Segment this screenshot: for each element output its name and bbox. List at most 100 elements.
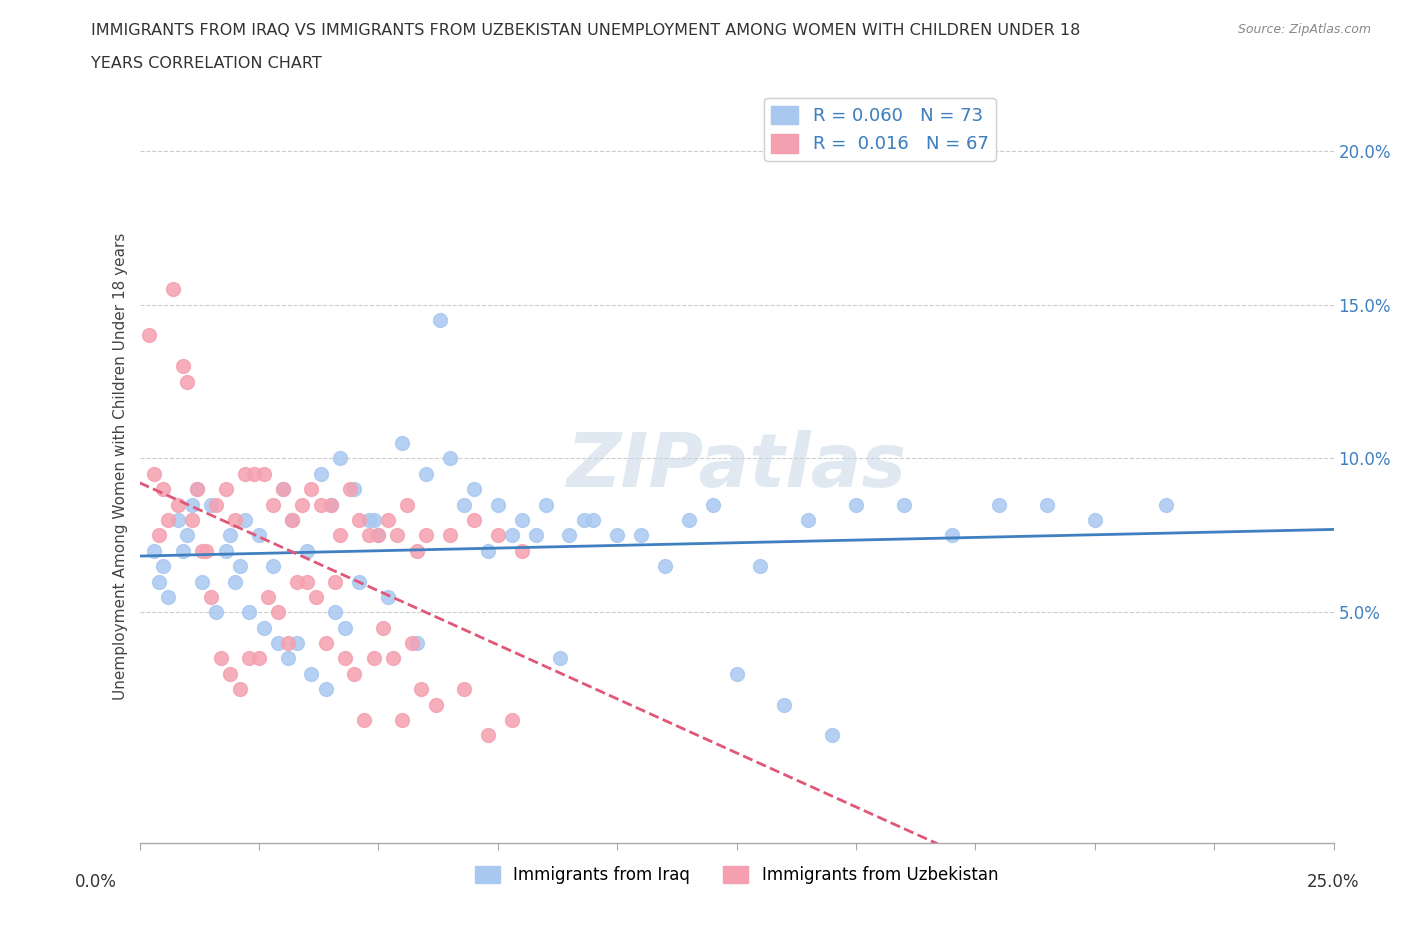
Point [295,574,318,589]
Point [353,712,375,727]
Point [205,498,228,512]
Point [162,282,184,297]
Point [157,590,180,604]
Point [405,635,427,650]
Point [267,635,290,650]
Point [190,574,212,589]
Point [219,667,242,682]
Point [377,512,399,527]
Point [305,590,328,604]
Point [271,482,294,497]
Point [224,512,246,527]
Point [253,467,276,482]
Point [243,467,266,482]
Point [205,604,228,619]
Point [329,451,352,466]
Point [391,435,413,450]
Point [548,651,571,666]
Point [429,312,451,327]
Point [186,482,208,497]
Point [343,482,366,497]
Point [391,712,413,727]
Point [1036,498,1059,512]
Point [606,528,628,543]
Point [309,467,332,482]
Point [224,574,246,589]
Point [166,512,188,527]
Point [229,682,252,697]
Point [281,512,304,527]
Point [247,528,270,543]
Point [463,482,485,497]
Point [301,482,323,497]
Point [262,559,284,574]
Point [486,528,509,543]
Point [477,728,499,743]
Point [1084,512,1107,527]
Point [301,667,323,682]
Point [339,482,361,497]
Point [238,604,260,619]
Point [395,498,418,512]
Point [200,498,222,512]
Point [281,512,304,527]
Point [343,667,366,682]
Point [142,467,165,482]
Point [219,528,242,543]
Point [425,698,447,712]
Point [357,528,380,543]
Point [257,590,280,604]
Point [138,328,160,343]
Point [329,528,352,543]
Point [295,543,318,558]
Point [797,512,820,527]
Point [439,528,461,543]
Point [572,512,595,527]
Legend: R = 0.060   N = 73, R =  0.016   N = 67: R = 0.060 N = 73, R = 0.016 N = 67 [763,99,995,161]
Point [142,543,165,558]
Point [315,682,337,697]
Point [453,498,475,512]
Point [357,512,380,527]
Point [333,651,356,666]
Point [195,543,218,558]
Point [238,651,260,666]
Point [285,635,308,650]
Point [630,528,652,543]
Point [749,559,772,574]
Point [367,528,389,543]
Point [172,359,194,374]
Point [725,667,748,682]
Point [405,543,427,558]
Text: 25.0%: 25.0% [1306,872,1360,891]
Point [524,528,547,543]
Point [702,498,724,512]
Point [415,467,437,482]
Point [319,498,342,512]
Point [463,512,485,527]
Point [349,574,371,589]
Y-axis label: Unemployment Among Women with Children Under 18 years: Unemployment Among Women with Children U… [114,232,128,700]
Point [176,374,198,389]
Point [262,498,284,512]
Point [186,482,208,497]
Point [582,512,605,527]
Point [315,635,337,650]
Point [157,512,180,527]
Point [363,651,385,666]
Point [247,651,270,666]
Point [190,543,212,558]
Point [166,498,188,512]
Point [253,620,276,635]
Point [371,620,394,635]
Point [214,482,236,497]
Point [176,528,198,543]
Point [534,498,557,512]
Point [510,512,533,527]
Point [152,482,174,497]
Point [893,498,915,512]
Point [1156,498,1178,512]
Point [654,559,676,574]
Text: IMMIGRANTS FROM IRAQ VS IMMIGRANTS FROM UZBEKISTAN UNEMPLOYMENT AMONG WOMEN WITH: IMMIGRANTS FROM IRAQ VS IMMIGRANTS FROM … [91,23,1081,38]
Point [229,559,252,574]
